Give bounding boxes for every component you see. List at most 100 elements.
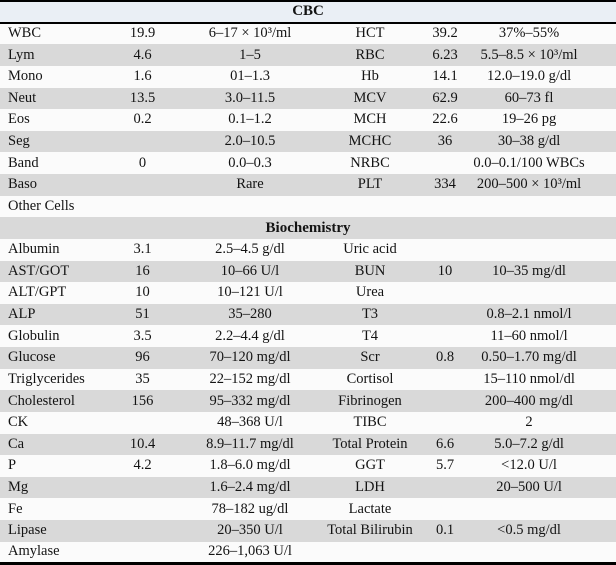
range-cell: 48–368 U/l [217, 414, 283, 431]
test-name-cell: Total Protein [332, 435, 408, 452]
value-cell [420, 282, 470, 304]
test-name-cell: Lym [8, 46, 35, 63]
range-cell: 19–26 pg [501, 111, 557, 128]
range-cell: 37%–55% [498, 25, 560, 42]
section-header-row-biochemistry: Biochemistry [0, 217, 616, 239]
value-cell [420, 325, 470, 347]
range-cell: 6–17 × 10³/ml [208, 25, 292, 42]
table-row: Band 0 0.0–0.3 NRBC 0.0–0.1/100 WBCs [0, 152, 616, 174]
test-name-cell: HCT [355, 25, 385, 42]
test-name-cell: Seg [8, 133, 30, 150]
test-name-cell: Baso [8, 176, 37, 193]
test-name-cell: P [8, 457, 17, 474]
table-row: Triglycerides 35 22–152 mg/dl Cortisol 15–11… [0, 368, 616, 391]
table-row: Seg 2.0–10.5 MCHC 36 30–38 g/dl [0, 130, 616, 153]
value-cell [105, 477, 180, 499]
range-cell: 0.0–0.3 [228, 154, 272, 171]
table-row: AST/GOT 16 10–66 U/l BUN 10 10–35 mg/dl [0, 260, 616, 283]
table-row: WBC 19.9 6–17 × 10³/ml HCT 39.2 37%–55% [0, 22, 616, 45]
value-cell [420, 390, 470, 412]
value-cell: 39.2 [432, 25, 458, 42]
range-cell: Rare [236, 176, 264, 193]
test-name-cell: Band [8, 154, 39, 171]
test-name-cell: MCHC [348, 133, 392, 150]
test-name-cell: Eos [8, 111, 30, 128]
test-name-cell: T4 [361, 327, 379, 344]
range-cell [470, 498, 616, 520]
test-name-cell: Hb [361, 68, 379, 85]
table-row: Globulin 3.5 2.2–4.4 g/dl T4 11–60 nmol/l [0, 325, 616, 347]
test-name-cell: Lactate [348, 500, 392, 517]
range-cell [470, 542, 616, 564]
test-name-cell: Neut [8, 89, 37, 106]
section-title-cbc: CBC [0, 1, 616, 24]
range-cell: 2.0–10.5 [224, 133, 276, 150]
table-row: Ca 10.4 8.9–11.7 mg/dl Total Protein 6.6 5.0–… [0, 433, 616, 456]
table-row: Mg 1.6–2.4 mg/dl LDH 20–500 U/l [0, 476, 616, 499]
value-cell: 16 [135, 262, 150, 279]
test-name-cell: Triglycerides [8, 370, 85, 387]
table-row: Amylase 226–1,063 U/l [0, 541, 616, 564]
range-cell [470, 196, 616, 218]
range-cell: 10–66 U/l [220, 262, 280, 279]
value-cell: 4.6 [133, 46, 152, 63]
table-row: Mono 1.6 01–1.3 Hb 14.1 12.0–19.0 g/dl [0, 65, 616, 88]
range-cell [470, 239, 616, 261]
value-cell: 3.5 [133, 327, 152, 344]
range-cell: 12.0–19.0 g/dl [486, 68, 572, 85]
value-cell: 10.4 [129, 435, 156, 452]
test-name-cell [320, 542, 420, 564]
value-cell [420, 542, 470, 564]
value-cell: 334 [434, 176, 456, 193]
test-name-cell: WBC [8, 25, 42, 42]
section-header-row-cbc: CBC [0, 1, 616, 24]
test-name-cell: CK [8, 414, 29, 431]
range-cell: 35–280 [228, 306, 272, 323]
test-name-cell: T3 [361, 306, 379, 323]
range-cell: 11–60 nmol/l [490, 327, 568, 344]
table-row: Baso Rare PLT 334 200–500 × 10³/ml [0, 174, 616, 196]
test-name-cell [320, 196, 420, 218]
range-cell: 8.9–11.7 mg/dl [206, 435, 294, 452]
test-name-cell: Ca [8, 435, 25, 452]
range-cell [470, 282, 616, 304]
value-cell: 1.6 [133, 68, 152, 85]
range-cell: 0.0–0.1/100 WBCs [473, 154, 585, 171]
range-cell: 01–1.3 [230, 68, 270, 85]
table-row: Cholesterol 156 95–332 mg/dl Fibrinogen 200–… [0, 390, 616, 412]
test-name-cell: Scr [360, 349, 380, 366]
value-cell: 0 [138, 154, 147, 171]
table-row: Neut 13.5 3.0–11.5 MCV 62.9 60–73 fl [0, 87, 616, 110]
test-name-cell: Globulin [8, 327, 60, 344]
range-cell [180, 196, 320, 218]
test-name-cell: Uric acid [343, 241, 397, 258]
range-cell: 1.8–6.0 mg/dl [209, 457, 291, 474]
value-cell [420, 369, 470, 391]
test-name-cell: ALT/GPT [8, 284, 67, 301]
value-cell: 35 [135, 370, 150, 387]
table-row: Lipase 20–350 U/l Total Bilirubin 0.1 <0.5 m… [0, 520, 616, 542]
value-cell: 96 [135, 349, 150, 366]
value-cell [105, 542, 180, 564]
value-cell [420, 239, 470, 261]
table-row: Albumin 3.1 2.5–4.5 g/dl Uric acid [0, 238, 616, 261]
value-cell: 0.8 [435, 349, 455, 366]
value-cell: 62.9 [432, 89, 458, 106]
table-row: P 4.2 1.8–6.0 mg/dl GGT 5.7 <12.0 U/l [0, 455, 616, 477]
test-name-cell: Total Bilirubin [327, 522, 413, 539]
range-cell: 1–5 [239, 46, 261, 63]
range-cell: 10–121 U/l [217, 284, 283, 301]
test-name-cell: GGT [355, 457, 385, 474]
table-row: Other Cells [0, 195, 616, 218]
table-row: Lym 4.6 1–5 RBC 6.23 5.5–8.5 × 10³/ml [0, 44, 616, 66]
value-cell [420, 477, 470, 499]
test-name-cell: Cortisol [346, 370, 394, 387]
value-cell: 6.6 [435, 435, 455, 452]
test-name-cell: Glucose [8, 349, 56, 366]
range-cell: 95–332 mg/dl [209, 392, 291, 409]
value-cell: 4.2 [133, 457, 152, 474]
value-cell: 10 [135, 284, 150, 301]
test-name-cell: BUN [354, 262, 386, 279]
